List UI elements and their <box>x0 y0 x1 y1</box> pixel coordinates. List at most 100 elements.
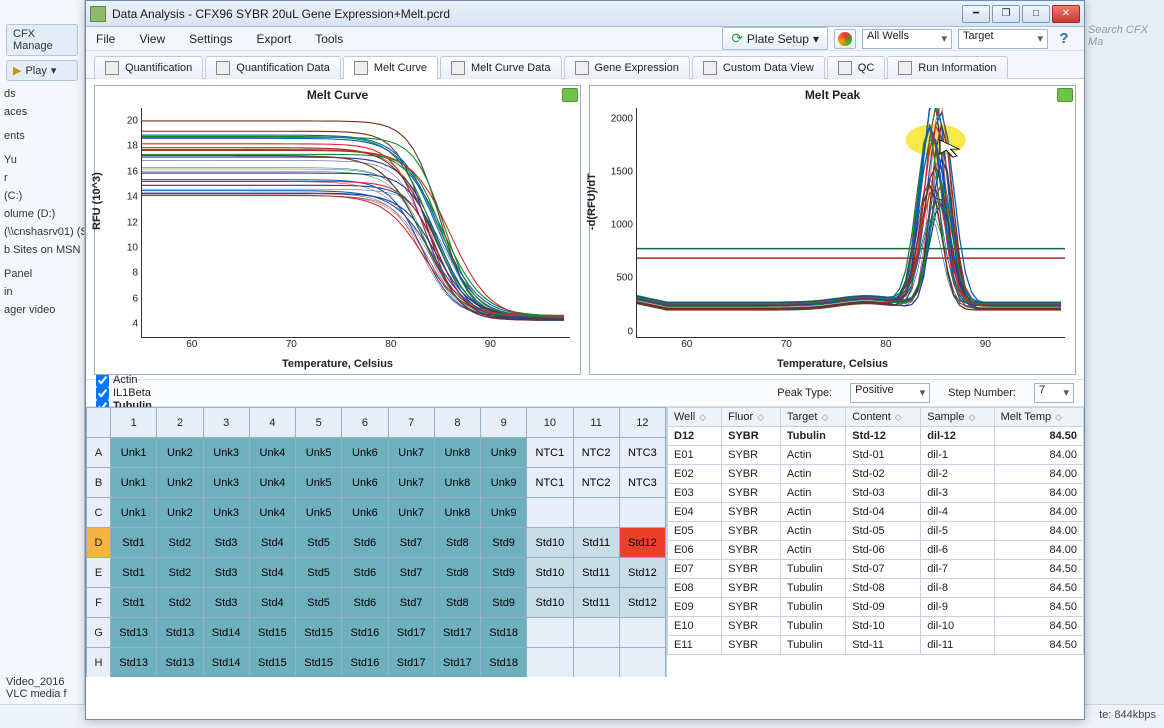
plate-well[interactable]: Std4 <box>249 588 295 618</box>
bg-item[interactable]: r <box>0 169 84 187</box>
plate-well[interactable]: Std16 <box>342 618 388 648</box>
close-button[interactable]: ✕ <box>1052 5 1080 23</box>
grid-header[interactable]: Fluor◇ <box>722 408 781 427</box>
grid-row[interactable]: E07SYBRTubulinStd-07dil-784.50 <box>668 560 1084 579</box>
tab-gene-expression[interactable]: Gene Expression <box>564 56 690 79</box>
plate-well[interactable]: Std10 <box>527 528 573 558</box>
menu-export[interactable]: Export <box>257 32 292 46</box>
grid-header[interactable]: Melt Temp◇ <box>994 408 1083 427</box>
plate-well[interactable]: Std10 <box>527 558 573 588</box>
plate-well[interactable]: Std15 <box>249 648 295 678</box>
plate-grid[interactable]: 123456789101112AUnk1Unk2Unk3Unk4Unk5Unk6… <box>86 407 666 677</box>
checkbox-actin[interactable]: Actin <box>96 374 152 387</box>
plate-well[interactable]: Std1 <box>111 528 157 558</box>
plate-well[interactable]: Unk1 <box>111 438 157 468</box>
plate-well[interactable]: Std8 <box>434 558 480 588</box>
bg-item[interactable]: ents <box>0 127 84 145</box>
plate-well[interactable]: Std6 <box>342 588 388 618</box>
plate-well[interactable]: Std8 <box>434 528 480 558</box>
grid-row[interactable]: E10SYBRTubulinStd-10dil-1084.50 <box>668 617 1084 636</box>
plate-well[interactable] <box>619 618 665 648</box>
plate-well[interactable]: Unk7 <box>388 498 434 528</box>
plate-well[interactable]: Std2 <box>157 588 203 618</box>
plate-well[interactable] <box>619 498 665 528</box>
plate-well[interactable]: Unk5 <box>296 438 342 468</box>
plate-well[interactable] <box>619 648 665 678</box>
bg-item[interactable]: Panel <box>0 265 84 283</box>
plate-well[interactable]: Std4 <box>249 528 295 558</box>
bg-item[interactable]: ds <box>0 85 84 103</box>
plate-well[interactable]: Std17 <box>434 648 480 678</box>
grid-header[interactable]: Sample◇ <box>921 408 994 427</box>
grid-row[interactable]: E04SYBRActinStd-04dil-484.00 <box>668 503 1084 522</box>
grid-header[interactable]: Content◇ <box>846 408 921 427</box>
plate-setup-button[interactable]: ⟳Plate Setup▾ <box>722 27 828 50</box>
bg-item[interactable]: b Sites on MSN <box>0 241 84 259</box>
plate-well[interactable]: Std13 <box>157 618 203 648</box>
plate-well[interactable]: Unk7 <box>388 468 434 498</box>
plate-well[interactable]: Std5 <box>296 528 342 558</box>
melt-peak-chart[interactable]: Melt Peak -d(RFU)/dT Temperature, Celsiu… <box>589 85 1076 375</box>
plate-row-header[interactable]: D <box>87 528 111 558</box>
peak-type-dropdown[interactable]: Positive <box>850 383 930 403</box>
tab-quantification-data[interactable]: Quantification Data <box>205 56 341 79</box>
plate-col-header[interactable]: 12 <box>619 408 665 438</box>
plate-well[interactable]: Unk2 <box>157 468 203 498</box>
menu-tools[interactable]: Tools <box>315 32 343 46</box>
plate-well[interactable]: Std9 <box>481 588 527 618</box>
plate-well[interactable]: Unk8 <box>434 498 480 528</box>
plate-col-header[interactable]: 1 <box>111 408 157 438</box>
chart-menu-icon[interactable] <box>1057 88 1073 102</box>
plate-well[interactable]: Std1 <box>111 558 157 588</box>
tab-custom-data-view[interactable]: Custom Data View <box>692 56 825 79</box>
plate-well[interactable]: Std13 <box>111 648 157 678</box>
bg-item[interactable]: in <box>0 283 84 301</box>
plate-well[interactable] <box>573 648 619 678</box>
plate-col-header[interactable]: 6 <box>342 408 388 438</box>
tab-run-information[interactable]: Run Information <box>887 56 1007 79</box>
grid-row[interactable]: E08SYBRTubulinStd-08dil-884.50 <box>668 579 1084 598</box>
melt-curve-chart[interactable]: Melt Curve RFU (10^3) Temperature, Celsi… <box>94 85 581 375</box>
plate-well[interactable]: NTC1 <box>527 438 573 468</box>
plate-well[interactable]: Std2 <box>157 528 203 558</box>
plate-well[interactable]: NTC2 <box>573 438 619 468</box>
plate-col-header[interactable]: 5 <box>296 408 342 438</box>
plate-well[interactable]: NTC2 <box>573 468 619 498</box>
grid-row[interactable]: E05SYBRActinStd-05dil-584.00 <box>668 522 1084 541</box>
plate-row-header[interactable]: A <box>87 438 111 468</box>
plate-well[interactable]: Unk8 <box>434 438 480 468</box>
plate-well[interactable]: Std16 <box>342 648 388 678</box>
tab-qc[interactable]: QC <box>827 56 886 79</box>
max-button[interactable]: □ <box>1022 5 1050 23</box>
checkbox-il1beta[interactable]: IL1Beta <box>96 387 152 400</box>
plate-well[interactable]: Std15 <box>249 618 295 648</box>
help-icon[interactable]: ? <box>1054 29 1074 49</box>
plate-row-header[interactable]: C <box>87 498 111 528</box>
plate-well[interactable]: Std11 <box>573 588 619 618</box>
plate-row-header[interactable]: B <box>87 468 111 498</box>
plate-well[interactable] <box>573 498 619 528</box>
plate-well[interactable]: Unk6 <box>342 438 388 468</box>
plate-well[interactable]: Unk6 <box>342 468 388 498</box>
plate-well[interactable]: Unk1 <box>111 498 157 528</box>
plate-col-header[interactable]: 11 <box>573 408 619 438</box>
plate-well[interactable]: Unk2 <box>157 438 203 468</box>
plate-row-header[interactable]: F <box>87 588 111 618</box>
plate-row-header[interactable]: E <box>87 558 111 588</box>
chart-menu-icon[interactable] <box>562 88 578 102</box>
plate-well[interactable]: NTC3 <box>619 468 665 498</box>
bg-item[interactable]: olume (D:) <box>0 205 84 223</box>
grid-row[interactable]: E09SYBRTubulinStd-09dil-984.50 <box>668 598 1084 617</box>
plate-well[interactable]: Std13 <box>157 648 203 678</box>
tab-melt-curve-data[interactable]: Melt Curve Data <box>440 56 561 79</box>
bg-tab-cfx[interactable]: CFX Manage <box>6 24 78 56</box>
bg-item[interactable]: aces <box>0 103 84 121</box>
plate-row-header[interactable]: G <box>87 618 111 648</box>
plate-well[interactable]: Unk6 <box>342 498 388 528</box>
grid-row[interactable]: E03SYBRActinStd-03dil-384.00 <box>668 484 1084 503</box>
plate-well[interactable]: Std10 <box>527 588 573 618</box>
grid-row[interactable]: D12SYBRTubulinStd-12dil-1284.50 <box>668 427 1084 446</box>
grid-row[interactable]: E06SYBRActinStd-06dil-684.00 <box>668 541 1084 560</box>
tab-quantification[interactable]: Quantification <box>94 56 203 79</box>
plate-well[interactable]: Unk8 <box>434 468 480 498</box>
